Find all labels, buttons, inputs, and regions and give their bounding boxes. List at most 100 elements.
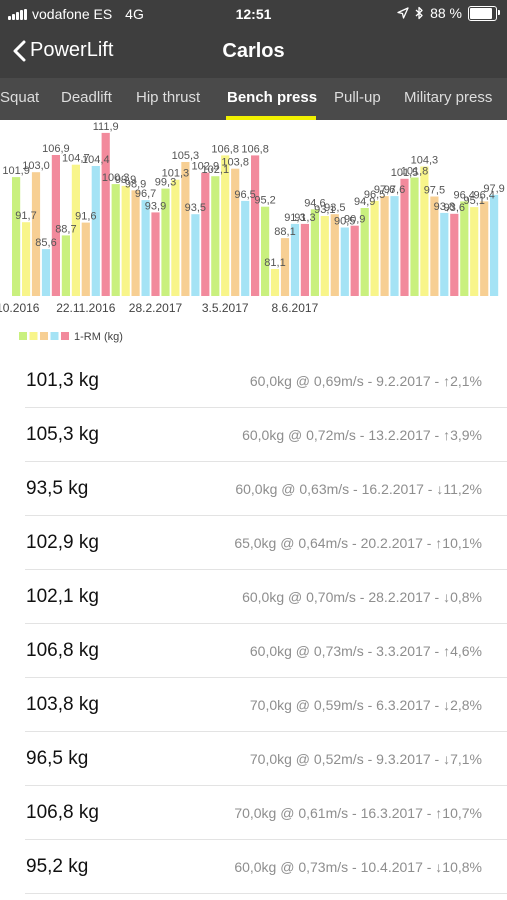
bar-value-label: 99,9 bbox=[115, 174, 136, 186]
bar-value-label: 88,7 bbox=[55, 223, 76, 235]
record-detail: 70,0kg @ 0,59m/s - 6.3.2017 - ↓2,8% bbox=[249, 697, 482, 713]
legend-swatch bbox=[61, 332, 69, 340]
chart-bar bbox=[290, 223, 300, 296]
tab-military-press[interactable]: Military press bbox=[404, 89, 493, 106]
bar-value-label: 97,6 bbox=[374, 184, 395, 196]
chart-bar bbox=[221, 155, 230, 296]
tab-pull-up[interactable]: Pull-up bbox=[334, 89, 381, 106]
bar-value-label: 101,9 bbox=[2, 165, 30, 177]
bar-value-label: 101,3 bbox=[162, 168, 190, 180]
back-label: PowerLift bbox=[30, 39, 114, 61]
list-item[interactable]: 106,8 kg 70,0kg @ 0,61m/s - 16.3.2017 - … bbox=[0, 786, 507, 840]
chart-bar bbox=[280, 238, 290, 296]
list-item[interactable]: 102,1 kg 60,0kg @ 0,70m/s - 28.2.2017 - … bbox=[0, 570, 507, 624]
chart-bar bbox=[360, 208, 369, 296]
x-tick-label: .10.2016 bbox=[0, 301, 40, 315]
bar-value-label: 93,6 bbox=[444, 202, 465, 214]
chart-bar bbox=[231, 168, 240, 296]
chart-bar bbox=[320, 216, 329, 296]
bar-value-label: 91,3 bbox=[284, 212, 305, 224]
legend-swatch bbox=[19, 332, 27, 340]
tab-deadlift[interactable]: Deadlift bbox=[61, 89, 112, 106]
chart-bar bbox=[171, 179, 180, 296]
bar-value-label: 102,1 bbox=[202, 164, 230, 176]
chart-bar bbox=[350, 225, 359, 296]
legend-label: 1-RM (kg) bbox=[74, 331, 123, 343]
chart-bar bbox=[131, 190, 140, 296]
chart-bar bbox=[51, 155, 60, 296]
chart-bar bbox=[71, 164, 80, 296]
one-rm-value: 93,5 kg bbox=[26, 478, 89, 499]
one-rm-value: 106,8 kg bbox=[26, 640, 99, 661]
one-rm-value: 102,1 kg bbox=[26, 586, 99, 607]
chart-bar bbox=[420, 166, 429, 296]
chart-bar bbox=[12, 177, 21, 296]
record-detail: 60,0kg @ 0,69m/s - 9.2.2017 - ↑2,1% bbox=[249, 373, 482, 389]
status-bar: vodafone ES 4G 12:51 88 % bbox=[0, 0, 507, 28]
chart-bar bbox=[61, 235, 70, 296]
list-item[interactable]: 103,8 kg 70,0kg @ 0,59m/s - 6.3.2017 - ↓… bbox=[0, 678, 507, 732]
chevron-left-icon bbox=[13, 40, 26, 61]
tab-hip-thrust[interactable]: Hip thrust bbox=[136, 89, 201, 106]
bar-value-label: 90,9 bbox=[344, 214, 365, 226]
list-item[interactable]: 102,9 kg 65,0kg @ 0,64m/s - 20.2.2017 - … bbox=[0, 516, 507, 570]
list-item[interactable]: 96,5 kg 70,0kg @ 0,52m/s - 9.3.2017 - ↓7… bbox=[0, 732, 507, 786]
bar-value-label: 93,5 bbox=[324, 202, 345, 214]
bar-value-label: 105,3 bbox=[172, 150, 200, 162]
bar-value-label: 93,8 bbox=[434, 201, 455, 213]
list-item[interactable]: 95,2 kg 60,0kg @ 0,73m/s - 10.4.2017 - ↓… bbox=[0, 840, 507, 894]
bar-value-label: 106,9 bbox=[42, 143, 70, 155]
chart-bar bbox=[460, 201, 469, 296]
record-detail: 70,0kg @ 0,52m/s - 9.3.2017 - ↓7,1% bbox=[249, 751, 482, 767]
list-item[interactable]: 105,3 kg 60,0kg @ 0,72m/s - 13.2.2017 - … bbox=[0, 408, 507, 462]
bar-value-label: 93,1 bbox=[314, 204, 335, 216]
nav-bar: PowerLift Carlos bbox=[0, 28, 507, 78]
signal-icon bbox=[8, 8, 27, 20]
chart-bar bbox=[211, 176, 220, 296]
bar-value-label: 97,9 bbox=[483, 183, 504, 195]
x-tick-label: 28.2.2017 bbox=[129, 301, 183, 315]
chart-bar bbox=[81, 222, 90, 296]
chart-bar bbox=[111, 184, 120, 296]
chart-bar bbox=[330, 214, 339, 296]
chart-bar bbox=[410, 177, 419, 296]
bar-value-label: 81,1 bbox=[264, 257, 285, 269]
back-button[interactable]: PowerLift bbox=[12, 39, 113, 62]
record-detail: 70,0kg @ 0,61m/s - 16.3.2017 - ↑10,7% bbox=[234, 805, 482, 821]
bar-value-label: 106,8 bbox=[211, 143, 239, 155]
tab-squat[interactable]: Squat bbox=[0, 89, 40, 106]
chart-bar bbox=[490, 194, 499, 296]
chart-bar bbox=[121, 185, 130, 296]
records-list: 101,3 kg 60,0kg @ 0,69m/s - 9.2.2017 - ↑… bbox=[0, 354, 507, 894]
bar-value-label: 106,8 bbox=[241, 143, 269, 155]
bar-value-label: 90,5 bbox=[334, 216, 355, 228]
bar-value-label: 100,3 bbox=[102, 172, 130, 184]
chart-bar bbox=[470, 207, 479, 296]
tab-bench-press[interactable]: Bench press bbox=[227, 89, 318, 106]
list-item[interactable]: 93,5 kg 60,0kg @ 0,63m/s - 16.2.2017 - ↓… bbox=[0, 462, 507, 516]
list-item[interactable]: 101,3 kg 60,0kg @ 0,69m/s - 9.2.2017 - ↑… bbox=[0, 354, 507, 408]
chart-bar bbox=[310, 209, 319, 296]
chart-bar bbox=[251, 155, 260, 296]
list-item[interactable]: 106,8 kg 60,0kg @ 0,73m/s - 3.3.2017 - ↑… bbox=[0, 624, 507, 678]
bar-value-label: 95,1 bbox=[463, 195, 484, 207]
one-rm-bar-chart[interactable]: 101,9 91,7 103,0 85,6 106,9 88,7 104,7 91,6 104,… bbox=[0, 120, 507, 350]
one-rm-value: 101,3 kg bbox=[26, 370, 99, 391]
bar-value-label: 88,1 bbox=[274, 226, 295, 238]
chart-bar bbox=[241, 200, 250, 296]
location-icon bbox=[397, 7, 409, 19]
bar-value-label: 101,8 bbox=[401, 166, 429, 178]
chart-bar bbox=[390, 196, 399, 296]
legend-swatch bbox=[40, 332, 48, 340]
carrier-label: vodafone ES bbox=[32, 6, 113, 22]
chart-bar bbox=[91, 166, 100, 296]
bar-value-label: 103,8 bbox=[221, 157, 249, 169]
chart-bar bbox=[101, 132, 110, 296]
bar-value-label: 96,5 bbox=[364, 189, 385, 201]
chart-bar bbox=[400, 178, 409, 296]
status-left: vodafone ES 4G bbox=[8, 6, 144, 22]
chart-bar bbox=[370, 200, 379, 296]
exercise-tabs: Squat Deadlift Hip thrust Bench press Pu… bbox=[0, 78, 507, 120]
bar-value-label: 99,3 bbox=[155, 177, 176, 189]
chart-bar bbox=[480, 201, 489, 296]
